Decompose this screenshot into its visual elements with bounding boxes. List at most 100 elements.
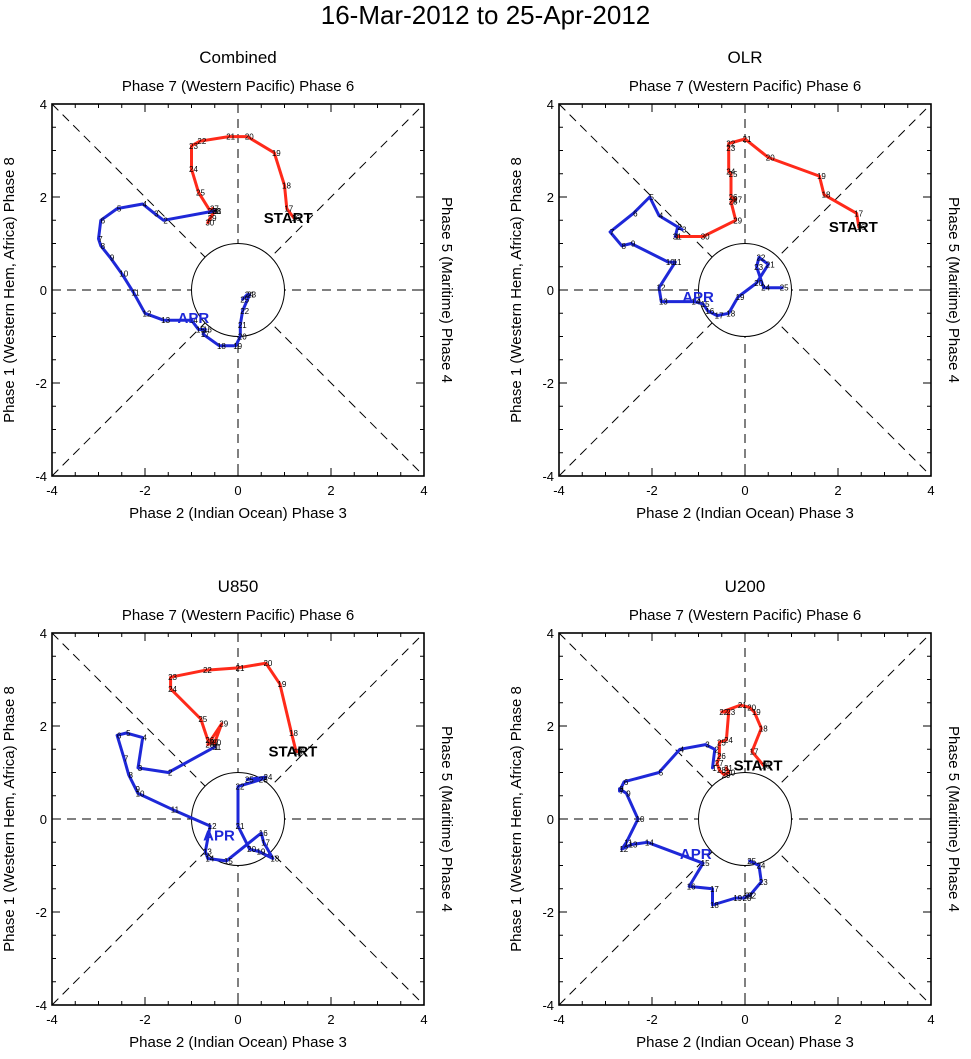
day-label-april: 9: [110, 253, 115, 262]
day-label-march: 23: [189, 142, 198, 151]
y-tick-label: -4: [542, 998, 554, 1013]
day-label-march: 23: [168, 673, 177, 682]
day-label-march: 17: [294, 748, 303, 757]
day-label-april: 17: [710, 885, 719, 894]
day-label-march: 16: [296, 748, 305, 757]
day-label-march: 30: [701, 233, 710, 242]
x-tick-label: -2: [139, 483, 151, 498]
day-label-april: 14: [691, 298, 700, 307]
day-label-april: 15: [701, 300, 710, 309]
x-tick-label: -4: [553, 483, 565, 498]
day-label-april: 2: [677, 223, 682, 232]
day-label-march: 28: [212, 207, 221, 216]
day-label-march: 30: [726, 769, 735, 778]
day-label-march: 26: [729, 193, 738, 202]
panel-title: U200: [725, 577, 766, 596]
day-label-april: 12: [619, 845, 628, 854]
x-tick-label: 0: [741, 1012, 748, 1027]
day-label-march: 30: [205, 219, 214, 228]
series-line-march: [169, 661, 300, 754]
day-label-march: 26: [717, 752, 726, 761]
x-tick-label: 4: [927, 1012, 934, 1027]
day-label-march: 31: [724, 764, 733, 773]
day-label-april: 1: [675, 233, 680, 242]
day-label-march: 27: [733, 195, 742, 204]
right-axis-label: Phase 5 (Maritime) Phase 4: [438, 726, 455, 912]
day-label-march: 16: [291, 214, 300, 223]
day-label-april: 2: [163, 216, 168, 225]
day-label-april: 24: [263, 773, 272, 782]
day-label-march: 18: [822, 191, 831, 200]
day-label-march: 30: [212, 738, 221, 747]
x-tick-label: -4: [46, 483, 58, 498]
day-label-march: 17: [284, 205, 293, 214]
day-label-april: 1: [712, 764, 717, 773]
y-tick-label: 4: [40, 626, 47, 641]
day-label-april: 20: [238, 333, 247, 342]
y-tick-label: -2: [35, 376, 47, 391]
day-label-april: 11: [131, 288, 140, 297]
day-label-march: 20: [747, 703, 756, 712]
day-label-march: 19: [272, 149, 281, 158]
day-label-april: 16: [259, 829, 268, 838]
day-label-april: 1: [215, 207, 220, 216]
day-label-march: 16: [761, 762, 770, 771]
day-label-april: 21: [766, 260, 775, 269]
day-label-march: 28: [205, 741, 214, 750]
day-label-april: 8: [101, 242, 106, 251]
day-label-april: 4: [680, 745, 685, 754]
day-label-march: 22: [726, 140, 735, 149]
day-label-april: 10: [119, 270, 128, 279]
day-label-april: 13: [629, 841, 638, 850]
day-label-april: 13: [161, 316, 170, 325]
day-label-april: 23: [259, 775, 268, 784]
day-label-april: 14: [189, 316, 198, 325]
day-label-april: 7: [124, 755, 129, 764]
x-tick-label: -4: [553, 1012, 565, 1027]
top-axis-label: Phase 7 (Western Pacific) Phase 6: [629, 607, 861, 624]
day-label-april: 23: [754, 263, 763, 272]
month-label-apr: APR: [178, 310, 210, 327]
day-label-march: 28: [729, 198, 738, 207]
day-label-april: 10: [666, 258, 675, 267]
day-label-march: 27: [210, 738, 219, 747]
day-label-april: 3: [138, 764, 143, 773]
top-axis-label: Phase 7 (Western Pacific) Phase 6: [629, 78, 861, 95]
y-tick-label: 2: [40, 190, 47, 205]
day-label-march: 17: [854, 209, 863, 218]
unit-circle: [191, 243, 285, 337]
day-label-march: 26: [208, 207, 217, 216]
day-label-april: 15: [224, 857, 233, 866]
x-tick-label: 4: [420, 483, 427, 498]
series-line-april: [618, 743, 763, 907]
day-label-april: 23: [759, 878, 768, 887]
y-tick-label: 2: [40, 719, 47, 734]
day-label-april: 10: [636, 815, 645, 824]
day-label-march: 31: [673, 233, 682, 242]
y-tick-label: 0: [40, 812, 47, 827]
day-label-march: 21: [743, 135, 752, 144]
day-label-april: 4: [142, 200, 147, 209]
day-label-april: 12: [657, 284, 666, 293]
day-label-april: 19: [733, 894, 742, 903]
left-axis-label: Phase 1 (Western Hem, Africa) Phase 8: [1, 686, 18, 952]
day-label-march: 25: [196, 188, 205, 197]
bottom-axis-label: Phase 2 (Indian Ocean) Phase 3: [636, 1034, 854, 1051]
right-axis-label: Phase 5 (Maritime) Phase 4: [945, 197, 962, 383]
day-label-april: 22: [236, 782, 245, 791]
day-label-march: 29: [733, 216, 742, 225]
day-label-april: 5: [659, 769, 664, 778]
day-label-april: 18: [217, 342, 226, 351]
x-tick-label: 2: [834, 1012, 841, 1027]
day-label-march: 20: [263, 659, 272, 668]
day-label-april: 14: [645, 838, 654, 847]
day-label-march: 23: [726, 144, 735, 153]
x-tick-label: 0: [234, 483, 241, 498]
day-label-april: 25: [747, 857, 756, 866]
day-label-april: 16: [687, 882, 696, 891]
day-label-april: 9: [626, 789, 631, 798]
y-tick-label: 2: [547, 190, 554, 205]
day-label-april: 22: [747, 892, 756, 901]
